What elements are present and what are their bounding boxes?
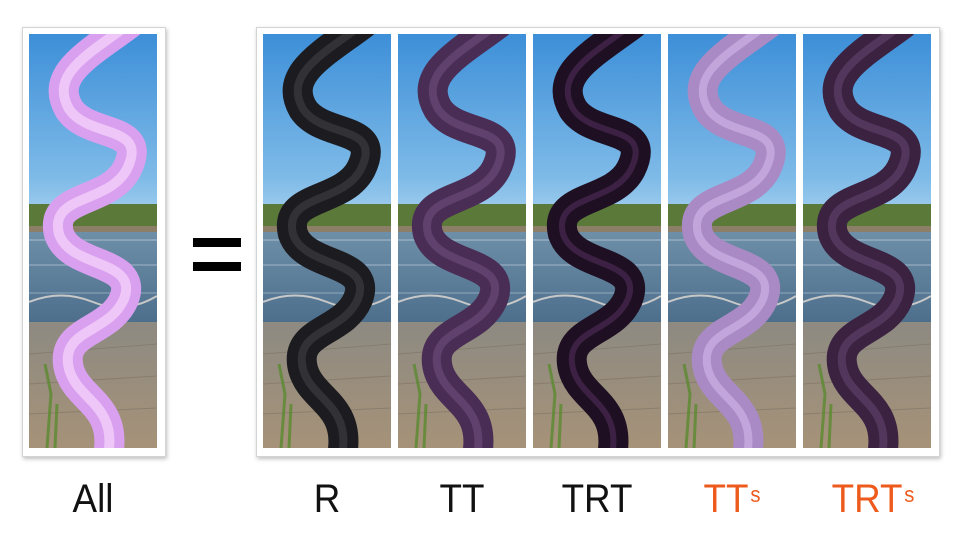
label-trt: TRT	[561, 477, 633, 521]
label-tt: TT	[439, 477, 485, 521]
label-tts-sub: s	[750, 482, 761, 507]
hair-render-r	[263, 34, 391, 448]
label-trts: TRTs	[809, 474, 938, 524]
hair-render-tts	[668, 34, 796, 448]
label-all: All	[72, 477, 114, 521]
equals-sign	[193, 238, 241, 272]
label-tts-main: TT	[703, 477, 749, 521]
hair-render-trts	[803, 34, 931, 448]
hair-render-tt	[398, 34, 526, 448]
label-tts: TTs	[673, 474, 791, 524]
label-r: R	[313, 477, 341, 521]
hair-render-trt	[533, 34, 661, 448]
hair-render-all	[29, 34, 157, 448]
equals-text: =	[193, 238, 241, 272]
label-trts-sub: s	[904, 482, 915, 507]
label-trts-main: TRT	[831, 477, 903, 521]
